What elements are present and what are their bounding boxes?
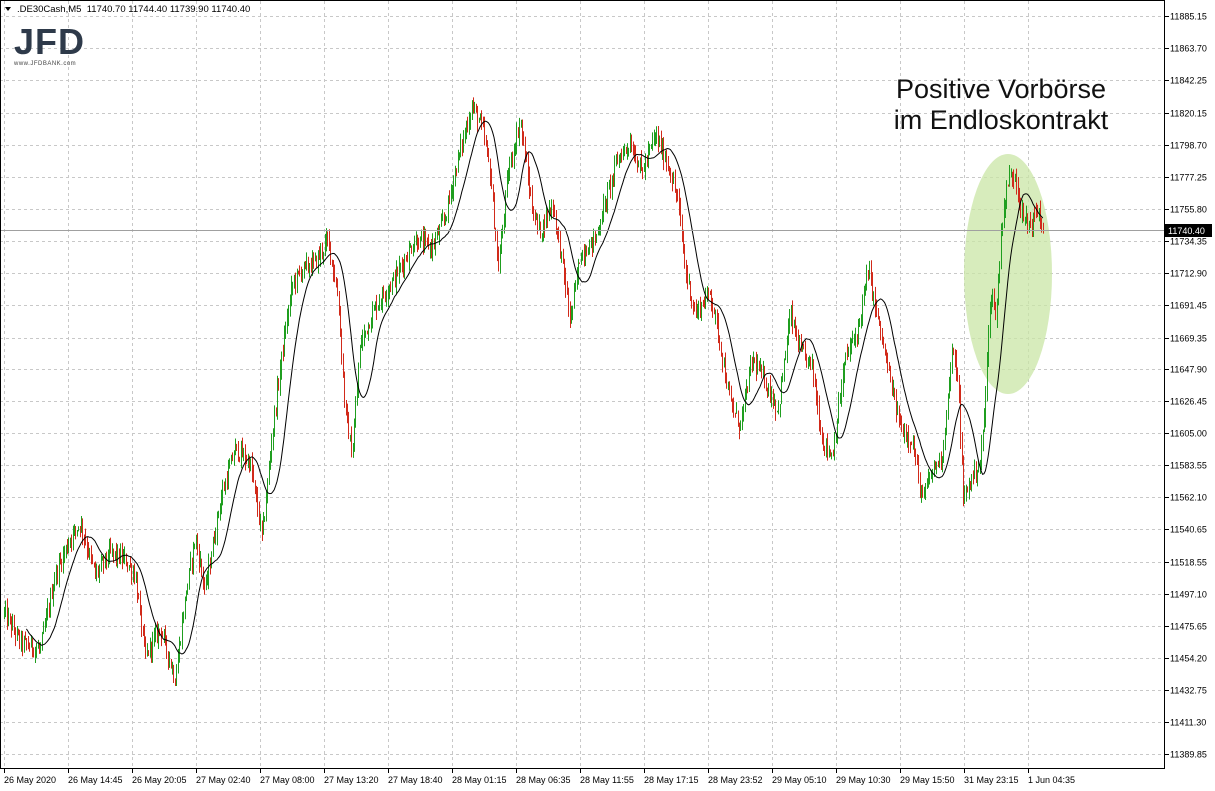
x-tick-label: 26 May 14:45: [68, 775, 123, 785]
y-tick-label: 11497.10: [1170, 590, 1207, 600]
jfd-logo: JFD www.JFDBANK.com: [14, 21, 86, 68]
plot-frame: [0, 0, 1165, 769]
y-tick-label: 11540.65: [1170, 525, 1207, 535]
x-tick-label: 28 May 23:52: [708, 775, 763, 785]
x-tick-label: 26 May 2020: [4, 775, 56, 785]
y-tick-label: 11820.15: [1170, 109, 1207, 119]
y-tick-label: 11755.80: [1170, 205, 1207, 215]
y-tick-label: 11411.30: [1170, 718, 1206, 728]
symbol-label: .DE30Cash,M5: [17, 4, 82, 15]
y-tick-label: 11583.55: [1170, 461, 1207, 471]
y-axis: 11885.15 11863.70 11842.25 11820.15 11798.70…: [1165, 12, 1207, 760]
y-tick-label: 11734.35: [1170, 237, 1207, 247]
x-tick-label: 29 May 15:50: [900, 775, 955, 785]
x-tick-label: 27 May 08:00: [260, 775, 315, 785]
y-tick-label: 11647.90: [1170, 365, 1207, 375]
chart-header: .DE30Cash,M5 11740.70 11744.40 11739.90 …: [17, 4, 250, 15]
current-price-label: 11740.40: [1165, 224, 1212, 237]
x-tick-label: 27 May 18:40: [388, 775, 443, 785]
x-tick-label: 1 Jun 04:35: [1028, 775, 1075, 785]
annotation-line-2: im Endloskontrakt: [893, 105, 1109, 135]
y-tick-label: 11605.00: [1170, 429, 1207, 439]
x-tick-label: 29 May 10:30: [836, 775, 891, 785]
y-tick-label: 11777.25: [1170, 173, 1207, 183]
highlight-ellipse: [964, 154, 1052, 394]
logo-url: www.JFDBANK.com: [14, 61, 77, 67]
y-tick-label: 11562.10: [1170, 493, 1207, 503]
x-axis: 26 May 2020 26 May 14:45 26 May 20:05 27 Ma…: [4, 769, 1075, 785]
gridlines: [0, 1, 1165, 769]
y-tick-label: 11454.20: [1170, 654, 1207, 664]
y-tick-label: 11389.85: [1170, 750, 1207, 760]
y-tick-label: 11691.45: [1170, 301, 1207, 311]
x-tick-label: 31 May 23:15: [964, 775, 1019, 785]
ohlc-values: 11740.70 11744.40 11739.90 11740.40: [86, 4, 251, 15]
x-tick-label: 28 May 11:55: [580, 775, 634, 785]
y-tick-label: 11885.15: [1170, 12, 1207, 22]
x-tick-label: 28 May 01:15: [452, 775, 507, 785]
candlesticks: [4, 97, 1044, 687]
y-tick-label: 11626.45: [1170, 397, 1207, 407]
y-tick-label: 11475.65: [1170, 622, 1207, 632]
logo-text: JFD: [14, 21, 86, 62]
moving-average-line: [25, 120, 1044, 655]
y-tick-label: 11863.70: [1170, 44, 1207, 54]
chart-annotation: Positive Vorbörse im Endloskontrakt: [870, 74, 1132, 136]
annotation-line-1: Positive Vorbörse: [895, 74, 1107, 104]
y-tick-label: 11842.25: [1170, 76, 1207, 86]
x-tick-label: 27 May 13:20: [324, 775, 379, 785]
x-tick-label: 28 May 17:15: [644, 775, 699, 785]
x-tick-label: 27 May 02:40: [196, 775, 251, 785]
x-tick-label: 26 May 20:05: [132, 775, 187, 785]
current-price-text: 11740.40: [1168, 226, 1205, 236]
y-tick-label: 11669.35: [1170, 334, 1207, 344]
y-tick-label: 11712.90: [1170, 269, 1207, 279]
y-tick-label: 11798.70: [1170, 141, 1207, 151]
symbol-menu-arrow-icon[interactable]: [5, 7, 11, 11]
y-tick-label: 11518.55: [1170, 558, 1207, 568]
y-tick-label: 11432.75: [1170, 686, 1207, 696]
x-tick-label: 28 May 06:35: [516, 775, 571, 785]
x-tick-label: 29 May 05:10: [772, 775, 827, 785]
